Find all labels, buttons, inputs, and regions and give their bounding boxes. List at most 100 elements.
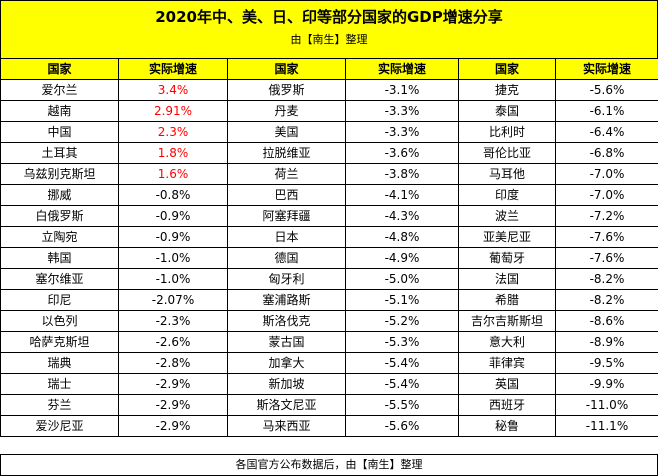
growth-cell: -11.1% xyxy=(555,415,658,437)
country-cell: 匈牙利 xyxy=(227,268,346,290)
growth-cell: -3.1% xyxy=(345,79,459,101)
country-cell: 塞浦路斯 xyxy=(227,289,346,311)
growth-cell: -6.1% xyxy=(555,100,658,122)
growth-cell: 2.3% xyxy=(118,121,228,143)
growth-cell: -7.0% xyxy=(555,184,658,206)
country-cell: 阿塞拜疆 xyxy=(227,205,346,227)
country-cell: 哈萨克斯坦 xyxy=(0,331,119,353)
header-country: 国家 xyxy=(0,58,119,80)
table-row: 印尼 -2.07% 塞浦路斯 -5.1% 希腊 -8.2% xyxy=(0,289,658,311)
growth-cell: -3.3% xyxy=(345,121,459,143)
country-cell: 芬兰 xyxy=(0,394,119,416)
growth-cell: -5.1% xyxy=(345,289,459,311)
country-cell: 以色列 xyxy=(0,310,119,332)
growth-cell: -5.4% xyxy=(345,352,459,374)
gdp-table: 国家 实际增速 国家 实际增速 国家 实际增速 爱尔兰 3.4% 俄罗斯 -3.1% 捷… xyxy=(0,58,658,437)
growth-cell: -11.0% xyxy=(555,394,658,416)
country-cell: 韩国 xyxy=(0,247,119,269)
table-row: 爱沙尼亚 -2.9% 马来西亚 -5.6% 秘鲁 -11.1% xyxy=(0,415,658,437)
growth-cell: -9.9% xyxy=(555,373,658,395)
growth-cell: -4.1% xyxy=(345,184,459,206)
country-cell: 加拿大 xyxy=(227,352,346,374)
country-cell: 德国 xyxy=(227,247,346,269)
table-body: 爱尔兰 3.4% 俄罗斯 -3.1% 捷克 -5.6% 越南 2.91% 丹麦 -3.3% 泰国 -6… xyxy=(0,79,658,437)
country-cell: 哥伦比亚 xyxy=(458,142,556,164)
country-cell: 亚美尼亚 xyxy=(458,226,556,248)
country-cell: 希腊 xyxy=(458,289,556,311)
footer-note: 各国官方公布数据后，由【南生】整理 xyxy=(0,454,658,476)
growth-cell: -2.9% xyxy=(118,394,228,416)
growth-cell: -3.8% xyxy=(345,163,459,185)
title-banner: 2020年中、美、日、印等部分国家的GDP增速分享 由【南生】整理 xyxy=(0,0,658,59)
country-cell: 立陶宛 xyxy=(0,226,119,248)
country-cell: 斯洛伐克 xyxy=(227,310,346,332)
country-cell: 爱沙尼亚 xyxy=(0,415,119,437)
country-cell: 丹麦 xyxy=(227,100,346,122)
growth-cell: -3.6% xyxy=(345,142,459,164)
growth-cell: -3.3% xyxy=(345,100,459,122)
table-row: 土耳其 1.8% 拉脱维亚 -3.6% 哥伦比亚 -6.8% xyxy=(0,142,658,164)
growth-cell: -5.2% xyxy=(345,310,459,332)
growth-cell: -5.6% xyxy=(345,415,459,437)
growth-cell: -8.2% xyxy=(555,268,658,290)
growth-cell: 1.8% xyxy=(118,142,228,164)
growth-cell: 3.4% xyxy=(118,79,228,101)
country-cell: 捷克 xyxy=(458,79,556,101)
country-cell: 印度 xyxy=(458,184,556,206)
country-cell: 塞尔维亚 xyxy=(0,268,119,290)
table-row: 挪威 -0.8% 巴西 -4.1% 印度 -7.0% xyxy=(0,184,658,206)
growth-cell: 1.6% xyxy=(118,163,228,185)
country-cell: 波兰 xyxy=(458,205,556,227)
country-cell: 马来西亚 xyxy=(227,415,346,437)
page-subtitle: 由【南生】整理 xyxy=(290,33,368,46)
table-row: 芬兰 -2.9% 斯洛文尼亚 -5.5% 西班牙 -11.0% xyxy=(0,394,658,416)
country-cell: 吉尔吉斯斯坦 xyxy=(458,310,556,332)
country-cell: 菲律宾 xyxy=(458,352,556,374)
growth-cell: -1.0% xyxy=(118,247,228,269)
country-cell: 马耳他 xyxy=(458,163,556,185)
country-cell: 越南 xyxy=(0,100,119,122)
table-header-row: 国家 实际增速 国家 实际增速 国家 实际增速 xyxy=(0,58,658,80)
country-cell: 瑞典 xyxy=(0,352,119,374)
country-cell: 挪威 xyxy=(0,184,119,206)
table-row: 瑞典 -2.8% 加拿大 -5.4% 菲律宾 -9.5% xyxy=(0,352,658,374)
growth-cell: -7.0% xyxy=(555,163,658,185)
growth-cell: -1.0% xyxy=(118,268,228,290)
country-cell: 爱尔兰 xyxy=(0,79,119,101)
country-cell: 荷兰 xyxy=(227,163,346,185)
growth-cell: -6.8% xyxy=(555,142,658,164)
growth-cell: -5.6% xyxy=(555,79,658,101)
table-row: 立陶宛 -0.9% 日本 -4.8% 亚美尼亚 -7.6% xyxy=(0,226,658,248)
growth-cell: -2.3% xyxy=(118,310,228,332)
growth-cell: -9.5% xyxy=(555,352,658,374)
growth-cell: -2.9% xyxy=(118,415,228,437)
country-cell: 西班牙 xyxy=(458,394,556,416)
growth-cell: -8.9% xyxy=(555,331,658,353)
country-cell: 葡萄牙 xyxy=(458,247,556,269)
country-cell: 瑞士 xyxy=(0,373,119,395)
country-cell: 意大利 xyxy=(458,331,556,353)
table-row: 塞尔维亚 -1.0% 匈牙利 -5.0% 法国 -8.2% xyxy=(0,268,658,290)
table-row: 爱尔兰 3.4% 俄罗斯 -3.1% 捷克 -5.6% xyxy=(0,79,658,101)
country-cell: 英国 xyxy=(458,373,556,395)
growth-cell: -0.9% xyxy=(118,205,228,227)
country-cell: 拉脱维亚 xyxy=(227,142,346,164)
table-row: 哈萨克斯坦 -2.6% 蒙古国 -5.3% 意大利 -8.9% xyxy=(0,331,658,353)
country-cell: 日本 xyxy=(227,226,346,248)
country-cell: 巴西 xyxy=(227,184,346,206)
growth-cell: -5.0% xyxy=(345,268,459,290)
table-row: 中国 2.3% 美国 -3.3% 比利时 -6.4% xyxy=(0,121,658,143)
header-growth: 实际增速 xyxy=(345,58,459,80)
header-country: 国家 xyxy=(458,58,556,80)
table-row: 以色列 -2.3% 斯洛伐克 -5.2% 吉尔吉斯斯坦 -8.6% xyxy=(0,310,658,332)
country-cell: 印尼 xyxy=(0,289,119,311)
growth-cell: -8.6% xyxy=(555,310,658,332)
growth-cell: -7.2% xyxy=(555,205,658,227)
growth-cell: -2.9% xyxy=(118,373,228,395)
growth-cell: -6.4% xyxy=(555,121,658,143)
table-row: 韩国 -1.0% 德国 -4.9% 葡萄牙 -7.6% xyxy=(0,247,658,269)
growth-cell: -4.8% xyxy=(345,226,459,248)
table-row: 越南 2.91% 丹麦 -3.3% 泰国 -6.1% xyxy=(0,100,658,122)
growth-cell: -5.4% xyxy=(345,373,459,395)
